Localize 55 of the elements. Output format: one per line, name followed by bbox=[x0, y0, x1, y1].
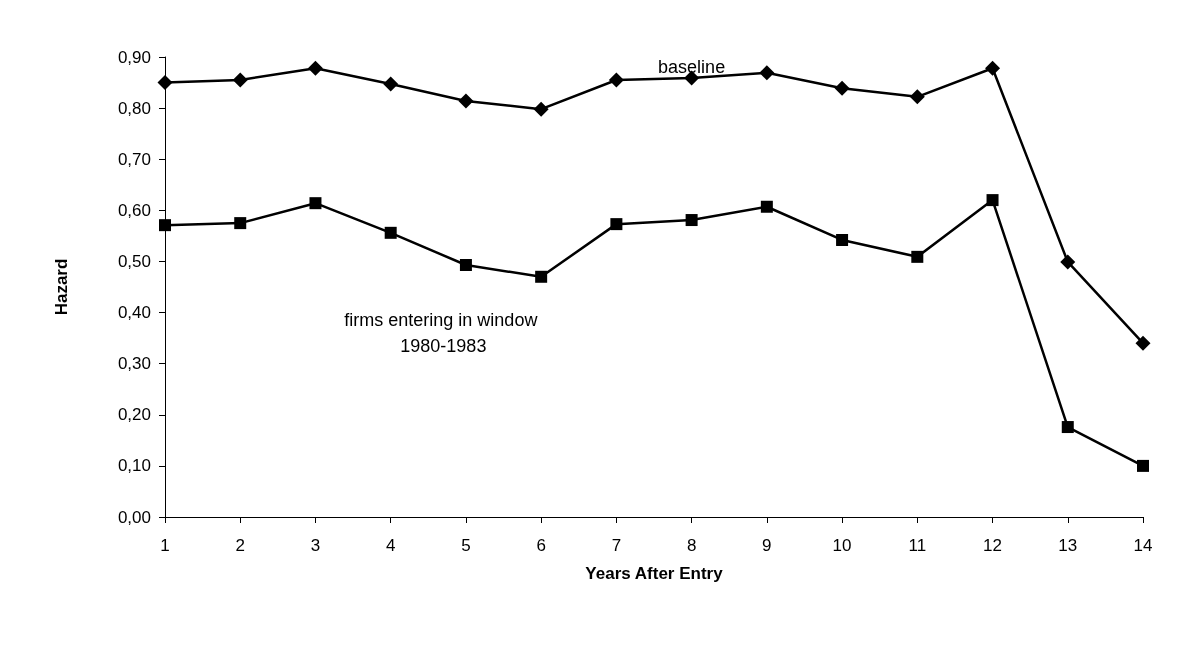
point bbox=[909, 89, 925, 105]
x-tick-label: 9 bbox=[762, 536, 772, 555]
point bbox=[986, 194, 999, 207]
y-tick-label: 0,50 bbox=[117, 251, 151, 271]
point bbox=[232, 72, 248, 88]
point bbox=[535, 270, 548, 283]
point bbox=[834, 80, 850, 96]
point bbox=[234, 217, 247, 230]
y-tick-label: 0,20 bbox=[117, 405, 151, 425]
y-tick-label: 0,40 bbox=[117, 303, 151, 323]
x-tick-label: 1 bbox=[160, 536, 170, 555]
point bbox=[911, 250, 924, 263]
point bbox=[836, 233, 849, 246]
x-tick-label: 5 bbox=[461, 536, 471, 555]
point bbox=[459, 259, 472, 272]
x-tick-label: 12 bbox=[983, 536, 1002, 555]
y-tick-label: 0,10 bbox=[117, 456, 151, 476]
point bbox=[1061, 421, 1074, 434]
y-tick-label: 0,30 bbox=[117, 354, 151, 374]
x-tick-label: 3 bbox=[310, 536, 321, 555]
x-tick-label: 13 bbox=[1058, 536, 1078, 555]
y-tick-label: 0,80 bbox=[117, 98, 151, 118]
y-axis-title: Hazard bbox=[52, 258, 71, 316]
series-label: firms entering in window 1980-1983 bbox=[344, 310, 543, 356]
y-tick-label: 0,70 bbox=[117, 149, 151, 169]
point bbox=[759, 65, 775, 81]
point bbox=[458, 93, 474, 109]
x-tick-label: 4 bbox=[385, 536, 396, 555]
point bbox=[985, 60, 1001, 76]
x-tick-label: 11 bbox=[908, 536, 927, 555]
x-tick-label: 8 bbox=[686, 536, 697, 555]
x-tick-label: 2 bbox=[235, 536, 245, 555]
x-tick-label: 10 bbox=[832, 536, 852, 555]
x-tick-label: 7 bbox=[611, 536, 622, 555]
x-axis-title: Years After Entry bbox=[585, 564, 724, 583]
point bbox=[533, 101, 549, 117]
point bbox=[1135, 335, 1151, 351]
point bbox=[1060, 254, 1076, 270]
point bbox=[760, 200, 773, 213]
point bbox=[157, 75, 173, 91]
y-tick-label: 0,00 bbox=[117, 507, 151, 527]
series-label: baseline bbox=[658, 57, 726, 78]
x-tick-label: 14 bbox=[1133, 536, 1153, 555]
point bbox=[383, 76, 399, 92]
point bbox=[307, 60, 323, 76]
point bbox=[685, 214, 698, 227]
point bbox=[610, 218, 623, 231]
point bbox=[1137, 459, 1149, 472]
point bbox=[384, 226, 397, 239]
point bbox=[309, 197, 322, 210]
point bbox=[159, 219, 171, 232]
y-tick-label: 0,60 bbox=[117, 200, 151, 220]
x-tick-label: 6 bbox=[536, 536, 546, 555]
y-tick-label: 0,90 bbox=[117, 47, 151, 67]
point bbox=[608, 72, 624, 88]
